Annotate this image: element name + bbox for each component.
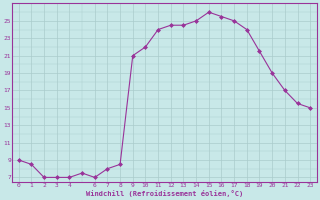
- X-axis label: Windchill (Refroidissement éolien,°C): Windchill (Refroidissement éolien,°C): [86, 190, 243, 197]
